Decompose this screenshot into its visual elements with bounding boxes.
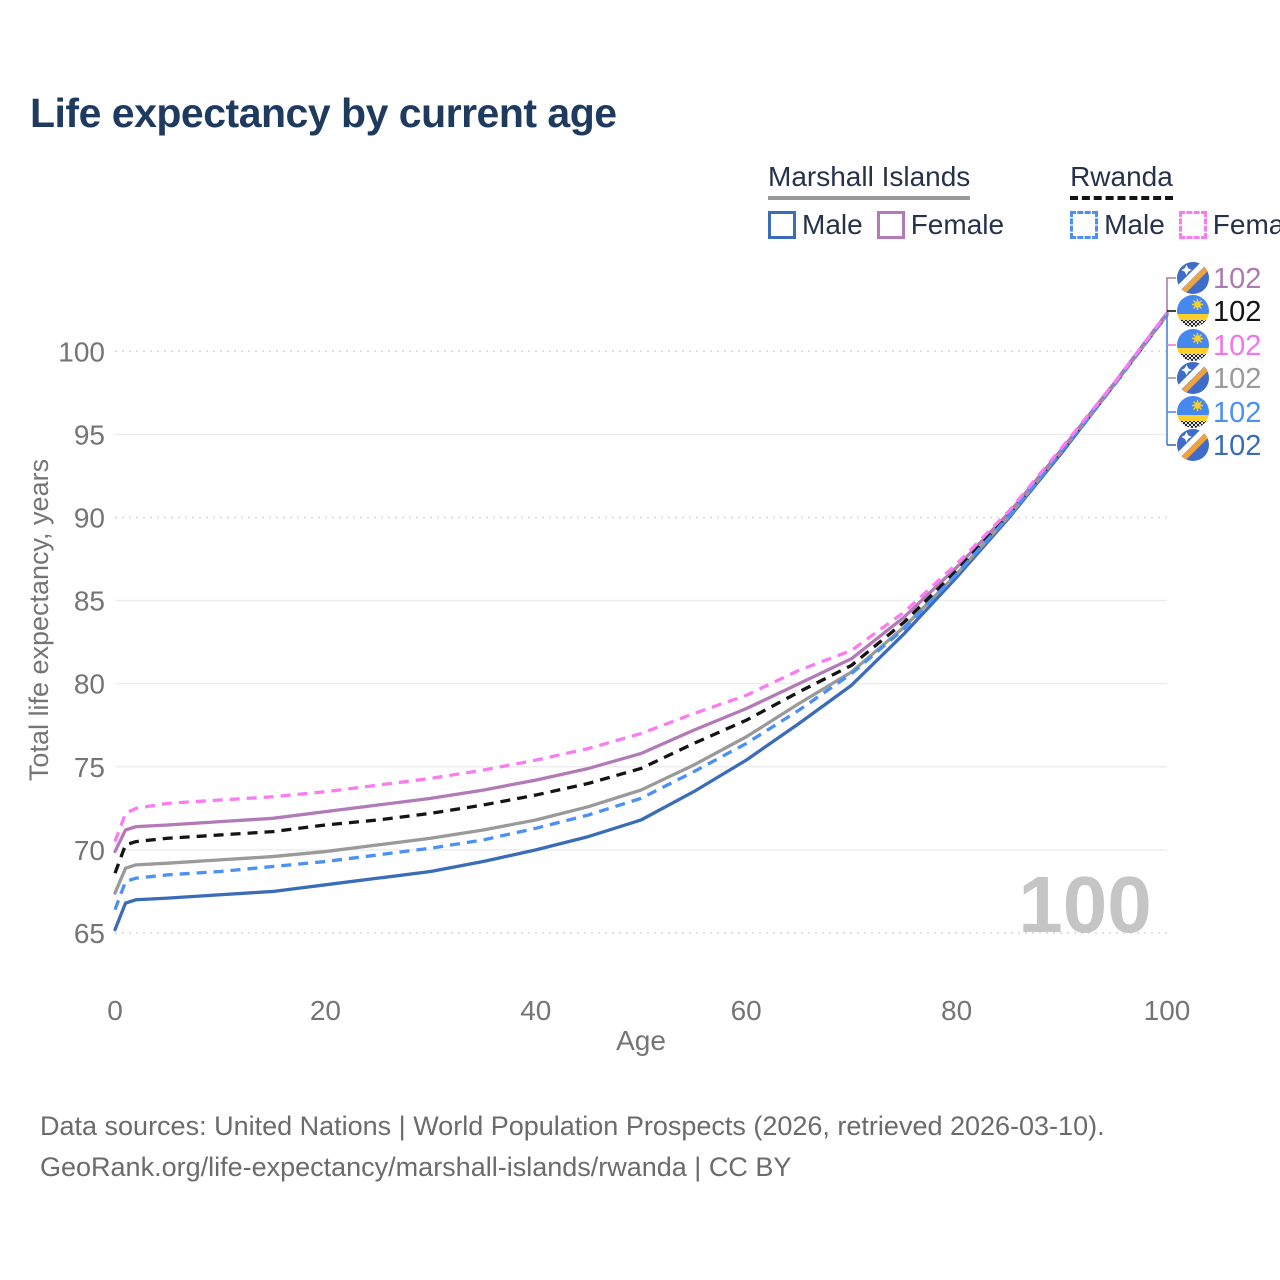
rwanda-flag-icon [1177,329,1209,361]
y-axis-tick-label: 65 [74,918,105,949]
end-label-value: 102 [1213,363,1261,395]
legend-item-label: Male [1104,209,1165,240]
legend-item-label: Female [1212,209,1280,240]
line-style-swatch-icon [768,211,796,239]
y-axis-tick-label: 90 [74,503,105,534]
series-end-label-rwanda-female[interactable]: 102 [1177,329,1261,362]
legend-header-rwanda[interactable]: Rwanda [1070,161,1173,200]
data-source-note: Data sources: United Nations | World Pop… [40,1106,1105,1188]
series-end-label-rwanda-both-sexes[interactable]: 102 [1177,295,1261,328]
data-source-line: Data sources: United Nations | World Pop… [40,1111,1105,1141]
marshall-islands-flag-icon [1177,362,1209,394]
y-axis-tick-label: 100 [58,336,105,367]
x-axis-tick-label: 60 [731,995,762,1026]
series-end-label-marshall-islands-female[interactable]: 102 [1175,260,1261,296]
legend-item-rwanda-male[interactable]: Male [1070,209,1165,241]
end-label-value: 102 [1213,330,1261,362]
legend-item-label: Female [910,209,1005,240]
legend-group-rwanda: Rwanda Male Female [1070,161,1280,241]
y-axis-tick-label: 95 [74,419,105,450]
series-line-marshall-islands-male[interactable] [113,313,1169,932]
legend: Marshall Islands Male Female Rwanda Male [768,161,1280,241]
series-line-marshall-islands-female[interactable] [113,311,1169,854]
series-end-label-rwanda-male[interactable]: 102 [1177,396,1261,429]
y-axis-title: Total life expectancy, years [24,459,54,781]
legend-header-marshall-islands[interactable]: Marshall Islands [768,161,971,200]
legend-item-rwanda-female[interactable]: Female [1178,209,1280,241]
x-axis-tick-label: 100 [1144,995,1191,1026]
age-watermark: 100 [1018,860,1151,949]
x-axis-tick-label: 20 [310,995,341,1026]
series-line-rwanda-male[interactable] [113,313,1169,911]
legend-group-marshall-islands: Marshall Islands Male Female [768,161,1004,241]
y-axis-tick-label: 80 [74,669,105,700]
series-end-label-marshall-islands-male[interactable]: 102 [1175,427,1261,463]
leader-line [1166,277,1176,315]
x-axis-tick-label: 0 [107,995,123,1026]
end-label-value: 102 [1213,296,1261,328]
end-label-value: 102 [1213,430,1261,462]
y-axis-tick-label: 70 [74,835,105,866]
line-style-swatch-icon [1178,211,1207,239]
y-axis-tick-label: 75 [74,752,105,783]
x-axis-title: Age [616,1025,666,1056]
marshall-islands-flag-icon [1177,429,1209,461]
legend-item-label: Male [802,209,863,240]
y-axis-tick-label: 85 [74,586,105,617]
series-line-rwanda-both[interactable] [113,313,1169,874]
series-end-label-marshall-islands-both-sexes[interactable]: 102 [1175,360,1261,396]
page-title: Life expectancy by current age [30,90,617,136]
end-label-value: 102 [1213,263,1261,295]
end-label-value: 102 [1213,397,1261,429]
legend-item-marshall-islands-male[interactable]: Male [768,209,863,241]
x-axis-tick-label: 80 [941,995,972,1026]
marshall-islands-flag-icon [1177,262,1209,294]
series-line-marshall-islands-both[interactable] [113,313,1169,895]
legend-item-marshall-islands-female[interactable]: Female [876,209,1005,241]
rwanda-flag-icon [1177,396,1209,428]
x-axis-tick-label: 40 [520,995,551,1026]
rwanda-flag-icon [1177,295,1209,327]
attribution-line: GeoRank.org/life-expectancy/marshall-isl… [40,1152,792,1182]
line-style-swatch-icon [876,211,905,239]
line-style-swatch-icon [1070,211,1099,239]
series-line-rwanda-female[interactable] [113,312,1169,843]
